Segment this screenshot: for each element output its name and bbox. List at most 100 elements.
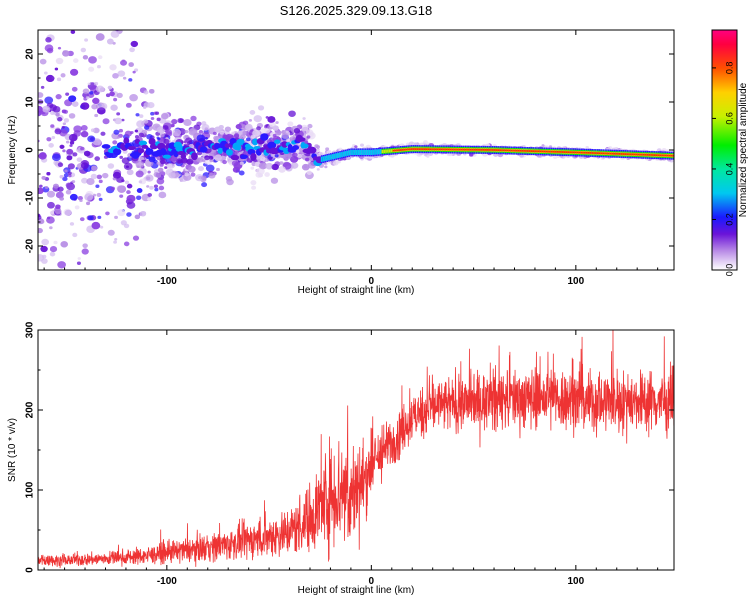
spectrogram-cell: [62, 122, 66, 126]
spectrogram-cell: [394, 149, 397, 152]
spectrogram-cell: [414, 148, 417, 150]
spectrogram-cell: [61, 109, 67, 114]
y-tick-label: 200: [25, 401, 36, 418]
spectrogram-cell: [538, 150, 540, 153]
spectrogram-cell: [69, 222, 75, 226]
spectrogram-cell: [50, 124, 55, 128]
spectrogram-cell: [90, 173, 98, 180]
spectrogram-cell: [455, 148, 457, 151]
spectrogram-cell: [565, 151, 568, 154]
spectrogram-cell: [418, 148, 420, 151]
spectrogram-cell: [560, 151, 562, 153]
spectrogram-cell: [97, 55, 103, 60]
y-tick-label: 0: [25, 567, 36, 573]
colorbar: 0.0 0.2 0.4 0.6 0.8 Normalized spectral ampl…: [711, 29, 749, 276]
spectrogram-cell: [201, 121, 207, 126]
x-tick-label: -100: [157, 576, 177, 587]
spectrogram-cell: [59, 175, 64, 179]
spectrogram-cell: [290, 162, 299, 169]
spectrogram-cell: [251, 185, 257, 190]
spectrogram-cell: [126, 183, 133, 189]
spectrogram-cell: [55, 112, 60, 117]
spectrogram-cell: [38, 219, 45, 225]
spectrogram-cell: [141, 144, 149, 149]
spectrogram-cell: [569, 151, 571, 154]
y-tick-label: -20: [25, 238, 36, 253]
spectrogram-cell: [458, 148, 461, 151]
spectrogram-cell: [90, 128, 96, 133]
spectrogram-cell: [65, 182, 72, 188]
spectrogram-cell: [83, 150, 91, 157]
spectrogram-cell: [315, 149, 320, 153]
spectrogram-cell: [42, 105, 51, 113]
spectrogram-cell: [46, 190, 56, 198]
spectrogram-cell: [534, 150, 536, 153]
spectrogram-cell: [102, 172, 109, 179]
spectrogram-cell: [316, 145, 321, 149]
spectrogram-cell: [293, 128, 301, 134]
spectrogram-cell: [248, 118, 253, 122]
spectrogram-cell: [51, 153, 61, 162]
spectrogram-cell: [126, 212, 132, 217]
spectrogram-cell: [379, 149, 382, 155]
spectrogram-cell: [335, 153, 338, 159]
spectrogram-cell: [445, 148, 448, 151]
spectrogram-cell: [123, 241, 130, 247]
spectrogram-cell: [95, 184, 100, 189]
spectrogram-cell: [328, 154, 330, 161]
spectrogram-cell: [164, 134, 169, 138]
spectrogram-cell: [44, 71, 48, 75]
spectrogram-cell: [38, 105, 43, 113]
spectrogram-cell: [214, 154, 223, 162]
spectrogram-cell: [186, 158, 194, 165]
spectrogram-cell: [552, 150, 555, 153]
spectrogram-cell: [525, 150, 527, 152]
spectrogram-cell: [117, 209, 126, 217]
spectrogram-cell: [584, 151, 586, 154]
spectrogram-cell: [383, 149, 386, 153]
spectrogram-cell: [572, 151, 575, 154]
spectrogram-cell: [436, 148, 439, 151]
spectrogram-cell: [484, 148, 487, 151]
spectrogram-cell: [576, 151, 579, 154]
spectrogram-cell: [619, 152, 621, 155]
spectrogram-cell: [82, 55, 89, 60]
snr-series-line: [38, 330, 674, 569]
spectrogram-cell: [550, 150, 553, 153]
spectrogram-cell: [407, 148, 409, 151]
spectrogram-cell: [86, 201, 91, 206]
spectrogram-cell: [493, 149, 496, 151]
spectrogram-cell: [641, 153, 643, 156]
spectrogram-cell: [160, 133, 165, 138]
spectrogram-cell: [655, 154, 658, 157]
spectrogram-cell: [480, 148, 483, 151]
spectrogram-cell: [156, 161, 161, 165]
spectrogram-cell: [143, 105, 147, 109]
spectrogram-cell: [514, 149, 516, 152]
spectrogram-cell: [84, 193, 94, 201]
spectrogram-cell: [136, 120, 145, 128]
spectrogram-cell: [662, 157, 666, 162]
colorbar-tick-label: 0.6: [724, 112, 734, 125]
spectrogram-cell: [112, 140, 118, 145]
spectrogram-cell: [69, 140, 75, 145]
spectrogram-cell: [59, 144, 65, 149]
spectrogram-cell: [60, 73, 66, 78]
spectrogram-cell: [635, 153, 638, 156]
spectrogram-cell: [652, 154, 654, 156]
spectrogram-cell: [123, 223, 130, 229]
spectrogram-cell: [330, 154, 332, 160]
spectrogram-cell: [54, 67, 59, 71]
spectrogram-cell: [482, 148, 485, 151]
spectrogram-cell: [451, 148, 454, 151]
spectrogram-cell: [631, 153, 634, 156]
spectrogram-cell: [267, 141, 277, 150]
spectrogram-cell: [80, 47, 87, 53]
spectrogram-cell: [506, 149, 509, 152]
spectrogram-cell: [530, 150, 533, 152]
spectrogram-cell: [38, 152, 47, 160]
spectrogram-cell: [136, 188, 143, 193]
spectrogram-cell: [148, 138, 156, 145]
spectrogram-cell: [198, 129, 204, 134]
spectrogram-cell: [486, 149, 489, 151]
